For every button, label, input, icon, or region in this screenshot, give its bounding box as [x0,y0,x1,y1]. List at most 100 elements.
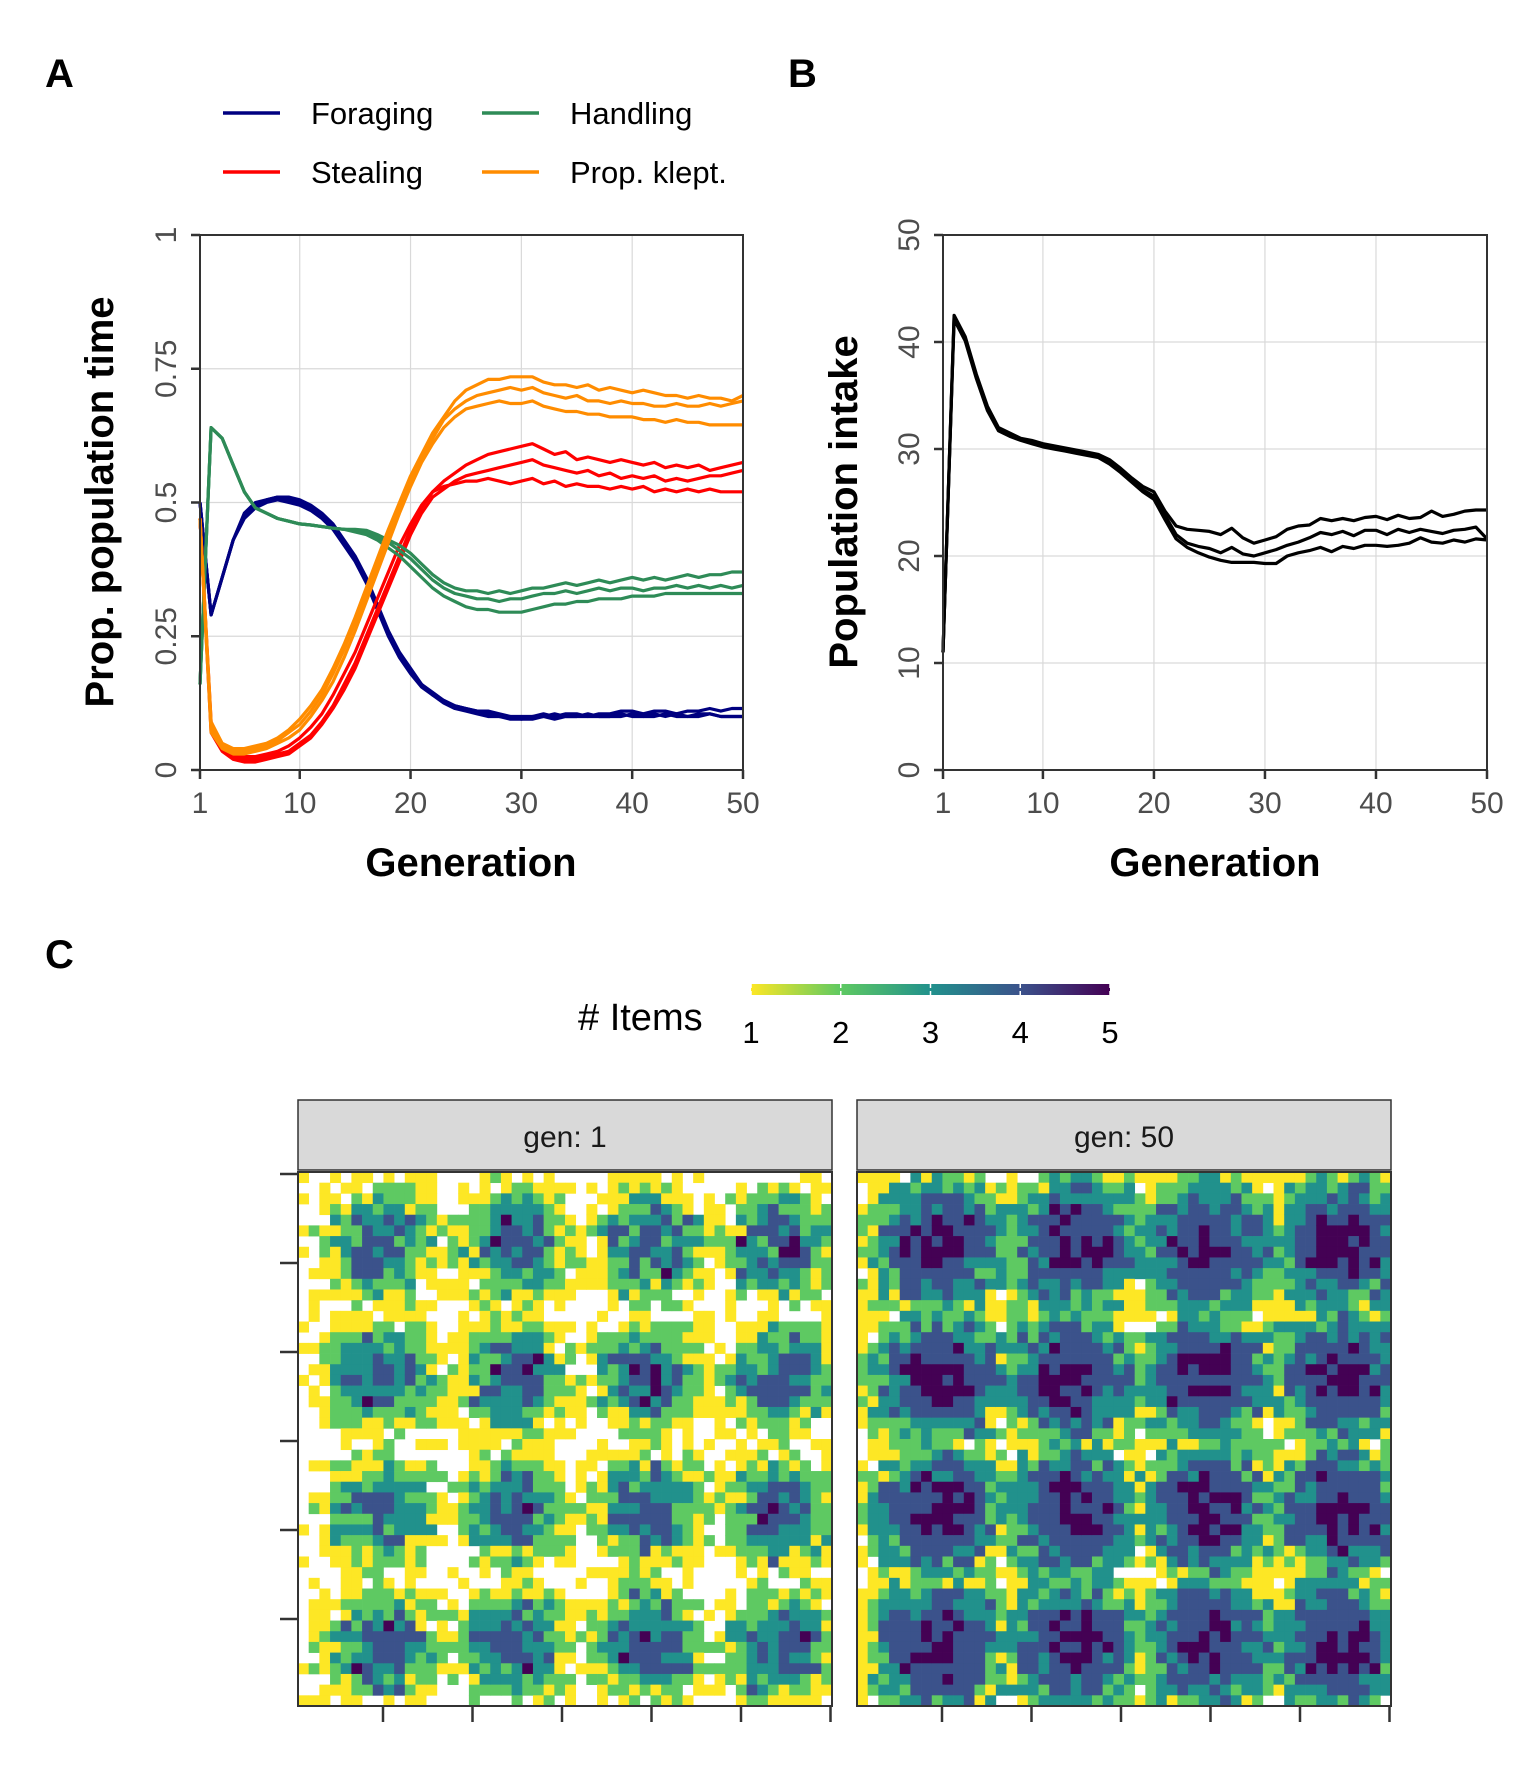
heatmap-cell [767,1364,779,1376]
heatmap-cell [1230,1342,1242,1354]
heatmap-cell [404,1332,416,1344]
heatmap-cell [1070,1364,1082,1376]
heatmap-cell [1113,1695,1125,1707]
heatmap-cell [789,1300,801,1312]
heatmap-cell [1348,1503,1360,1515]
heatmap-cell [1220,1278,1232,1290]
heatmap-cell [426,1492,438,1504]
heatmap-cell [1316,1577,1328,1589]
heatmap-cell [1070,1406,1082,1418]
heatmap-cell [878,1321,890,1333]
heatmap-cell [1209,1353,1221,1365]
heatmap-cell [974,1321,986,1333]
heatmap-cell [931,1503,943,1515]
heatmap-cell [899,1364,911,1376]
heatmap-cell [974,1492,986,1504]
heatmap-cell [661,1545,673,1557]
heatmap-cell [1006,1513,1018,1525]
heatmap-cell [910,1684,922,1696]
heatmap-cell [703,1374,715,1386]
heatmap-cell [607,1673,619,1685]
heatmap-cell [921,1460,933,1472]
heatmap-cell [1337,1673,1349,1685]
heatmap-cell [1348,1599,1360,1611]
heatmap-cell [799,1278,811,1290]
heatmap-cell [857,1225,869,1237]
heatmap-cell [575,1225,587,1237]
heatmap-cell [1081,1246,1093,1258]
heatmap-cell [372,1673,384,1685]
heatmap-cell [1348,1609,1360,1621]
heatmap-cell [661,1460,673,1472]
heatmap-cell [1027,1588,1039,1600]
heatmap-cell [1252,1577,1264,1589]
heatmap-cell [714,1631,726,1643]
heatmap-cell [682,1364,694,1376]
heatmap-cell [953,1204,965,1216]
heatmap-cell [1156,1481,1168,1493]
heatmap-cell [799,1567,811,1579]
heatmap-cell [1369,1663,1381,1675]
heatmap-cell [921,1652,933,1664]
heatmap-cell [543,1342,555,1354]
heatmap-cell [1156,1353,1168,1365]
heatmap-cell [404,1417,416,1429]
legend-label-handling: Handling [570,96,692,131]
heatmap-cell [778,1278,790,1290]
heatmap-cell [1348,1364,1360,1376]
heatmap-cell [910,1524,922,1536]
heatmap-cell [1081,1503,1093,1515]
heatmap-cell [511,1225,523,1237]
heatmap-cell [404,1695,416,1707]
heatmap-cell [799,1684,811,1696]
heatmap-cell [735,1406,747,1418]
heatmap-cell [1316,1172,1328,1184]
heatmap-cell [1273,1332,1285,1344]
heatmap-cell [650,1289,662,1301]
heatmap-cell [404,1577,416,1589]
heatmap-cell [1070,1577,1082,1589]
heatmap-cell [1316,1278,1328,1290]
heatmap-cell [650,1460,662,1472]
heatmap-cell [1177,1364,1189,1376]
heatmap-cell [1337,1310,1349,1322]
heatmap-cell [799,1641,811,1653]
heatmap-cell [351,1481,363,1493]
heatmap-cell [1177,1684,1189,1696]
heatmap-cell [1027,1609,1039,1621]
heatmap-ticks [280,1172,1391,1722]
heatmap-cell [351,1225,363,1237]
heatmap-cell [1252,1567,1264,1579]
heatmap-cell [490,1663,502,1675]
heatmap-cell [1049,1620,1061,1632]
heatmap-cell [878,1652,890,1664]
heatmap-cell [426,1278,438,1290]
heatmap-cell [661,1652,673,1664]
heatmap-cell [778,1385,790,1397]
heatmap-cell [1316,1535,1328,1547]
heatmap-cell [1326,1172,1338,1184]
heatmap-cell [597,1214,609,1226]
heatmap-cell [1198,1556,1210,1568]
heatmap-cell [921,1364,933,1376]
heatmap-cell [1241,1503,1253,1515]
heatmap-cell [1156,1204,1168,1216]
heatmap-cell [1241,1214,1253,1226]
heatmap-cell [693,1353,705,1365]
heatmap-cell [1113,1524,1125,1536]
heatmap-cell [757,1204,769,1216]
heatmap-cell [942,1460,954,1472]
heatmap-cell [1326,1342,1338,1354]
heatmap-cell [1358,1214,1370,1226]
heatmap-cell [899,1481,911,1493]
heatmap-cell [565,1609,577,1621]
heatmap-cell [1177,1620,1189,1632]
heatmap-cell [942,1300,954,1312]
heatmap-cell [1380,1641,1392,1653]
heatmap-cell [607,1353,619,1365]
heatmap-cell [351,1631,363,1643]
heatmap-cell [682,1214,694,1226]
heatmap-cell [319,1182,331,1194]
heatmap-cell [383,1268,395,1280]
heatmap-cell [963,1652,975,1664]
